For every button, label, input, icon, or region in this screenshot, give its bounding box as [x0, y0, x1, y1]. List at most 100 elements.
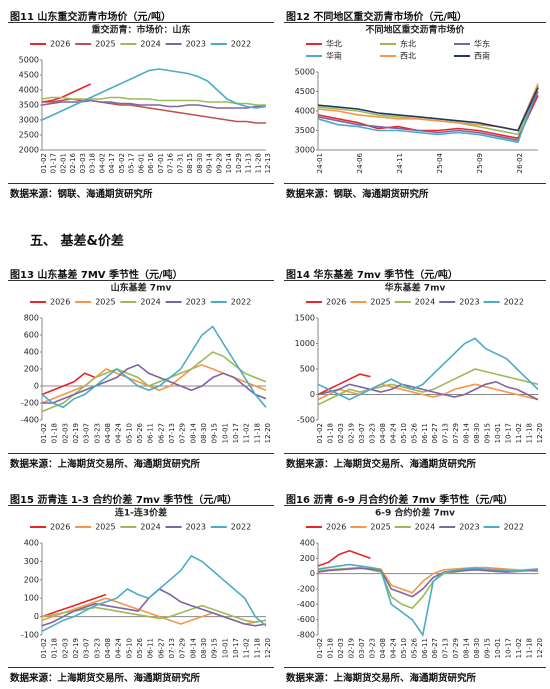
- x-tick-label: 03-07: [83, 423, 91, 443]
- x-tick-label: 10-01: [494, 638, 502, 658]
- x-tick-label: 08-14: [463, 637, 471, 658]
- series-line: [317, 95, 539, 140]
- x-tick-label: 02-19: [347, 423, 355, 443]
- y-tick-label: 0: [34, 612, 39, 621]
- legend-label: 2023: [186, 523, 206, 532]
- rule: [284, 22, 546, 23]
- chart-title: 山东基差 7mv: [111, 282, 172, 294]
- y-tick-label: 4500: [295, 87, 315, 96]
- legend-label: 2024: [140, 40, 160, 49]
- y-tick-label: -500: [297, 416, 315, 425]
- x-tick-label: 02-03: [337, 423, 345, 443]
- x-tick-label: 08-14: [189, 637, 197, 658]
- legend-label: 2022: [504, 298, 524, 307]
- y-tick-label: 400: [24, 348, 39, 357]
- x-tick-label: 01-02: [40, 638, 48, 658]
- x-tick-label: 01-18: [51, 638, 59, 658]
- x-tick-label: 12-20: [264, 638, 272, 658]
- legend-label: 东北: [400, 39, 416, 49]
- x-tick-label: 05-10: [400, 638, 408, 658]
- x-tick-label: 08-15: [186, 153, 194, 173]
- y-tick-label: 800: [24, 314, 39, 323]
- chart-title: 重交沥青：市场价：山东: [91, 24, 190, 36]
- x-tick-label: 03-23: [93, 638, 101, 658]
- x-tick-label: 06-11: [421, 423, 429, 443]
- x-tick-label: 06-01: [137, 153, 145, 173]
- rule: [8, 453, 274, 454]
- y-tick-label: 4000: [19, 86, 39, 95]
- legend-label: 2024: [140, 298, 160, 307]
- x-tick-label: 11-02: [515, 423, 523, 443]
- x-tick-label: 11-18: [253, 638, 261, 658]
- legend-label: 2024: [415, 523, 435, 532]
- x-tick-label: 02-03: [61, 423, 69, 443]
- x-tick-label: 10-17: [505, 423, 513, 443]
- x-tick-label: 07-13: [442, 423, 450, 443]
- legend-label: 2025: [370, 523, 390, 532]
- x-tick-label: 10-17: [232, 423, 240, 443]
- rule: [8, 280, 274, 281]
- figure-source: 数据来源：上海期货交易所、海通期货研究所: [286, 673, 477, 684]
- y-tick-label: 200: [24, 575, 39, 584]
- x-tick-label: 09-29: [215, 153, 223, 173]
- x-tick-label: 03-23: [368, 638, 376, 658]
- legend-label: 2022: [231, 40, 251, 49]
- series-line: [41, 604, 267, 623]
- x-tick-label: 02-03: [337, 638, 345, 658]
- rule: [8, 22, 274, 23]
- x-tick-label: 03-07: [83, 638, 91, 658]
- x-tick-label: 11-02: [243, 638, 251, 658]
- x-tick-label: 07-13: [168, 638, 176, 658]
- y-tick-label: 0: [310, 569, 315, 578]
- x-tick-label: 01-02: [40, 423, 48, 443]
- x-tick-label: 24-11: [396, 153, 404, 173]
- x-tick-label: 11-13: [245, 153, 253, 173]
- x-tick-label: 05-10: [125, 423, 133, 443]
- y-tick-label: 3500: [295, 126, 315, 135]
- series-line: [317, 337, 539, 401]
- x-tick-label: 04-08: [104, 423, 112, 443]
- x-tick-label: 01-18: [326, 638, 334, 658]
- x-tick-label: 08-14: [463, 422, 471, 443]
- y-tick-label: 0: [34, 382, 39, 391]
- figure-source: 数据来源：钢联、海通期货研究所: [286, 189, 429, 200]
- x-tick-label: 06-11: [147, 638, 155, 658]
- figure-source: 数据来源：上海期货交易所、海通期货研究所: [10, 459, 201, 470]
- legend-label: 2022: [504, 523, 524, 532]
- x-tick-label: 03-03: [79, 153, 87, 173]
- y-tick-label: 1500: [295, 314, 315, 323]
- x-tick-label: 10-29: [235, 153, 243, 173]
- y-tick-label: -100: [21, 631, 39, 640]
- x-tick-label: 10-01: [221, 638, 229, 658]
- y-tick-label: 500: [300, 365, 315, 374]
- x-tick-label: 02-16: [69, 152, 77, 173]
- series-line: [41, 372, 96, 396]
- y-tick-label: -400: [21, 416, 39, 425]
- legend-label: 2026: [326, 298, 346, 307]
- series-line: [317, 85, 539, 144]
- y-tick-label: -200: [297, 585, 315, 594]
- rule: [8, 505, 274, 506]
- x-tick-label: 07-16: [167, 152, 175, 173]
- series-line: [41, 554, 267, 633]
- series-line: [317, 380, 539, 401]
- x-tick-label: 04-24: [389, 637, 397, 658]
- y-tick-label: 1000: [295, 339, 315, 348]
- legend-label: 2025: [95, 40, 115, 49]
- legend-label: 西南: [474, 51, 490, 61]
- series-line: [317, 563, 539, 638]
- y-tick-label: 0: [310, 390, 315, 399]
- x-tick-label: 08-30: [473, 423, 481, 443]
- figure-caption: 图14 华东基差 7mv 季节性（元/吨）: [286, 270, 458, 281]
- figure-caption: 图12 不同地区重交沥青市场价（元/吨）: [286, 12, 468, 23]
- x-tick-label: 08-30: [200, 423, 208, 443]
- x-tick-label: 06-27: [157, 638, 165, 658]
- x-tick-label: 10-17: [505, 638, 513, 658]
- x-tick-label: 24-01: [316, 153, 324, 173]
- x-tick-label: 05-10: [400, 423, 408, 443]
- x-tick-label: 09-15: [211, 638, 219, 658]
- x-tick-label: 06-16: [147, 152, 155, 173]
- chart-title: 连1-连3价差: [115, 507, 167, 519]
- x-tick-label: 12-20: [264, 423, 272, 443]
